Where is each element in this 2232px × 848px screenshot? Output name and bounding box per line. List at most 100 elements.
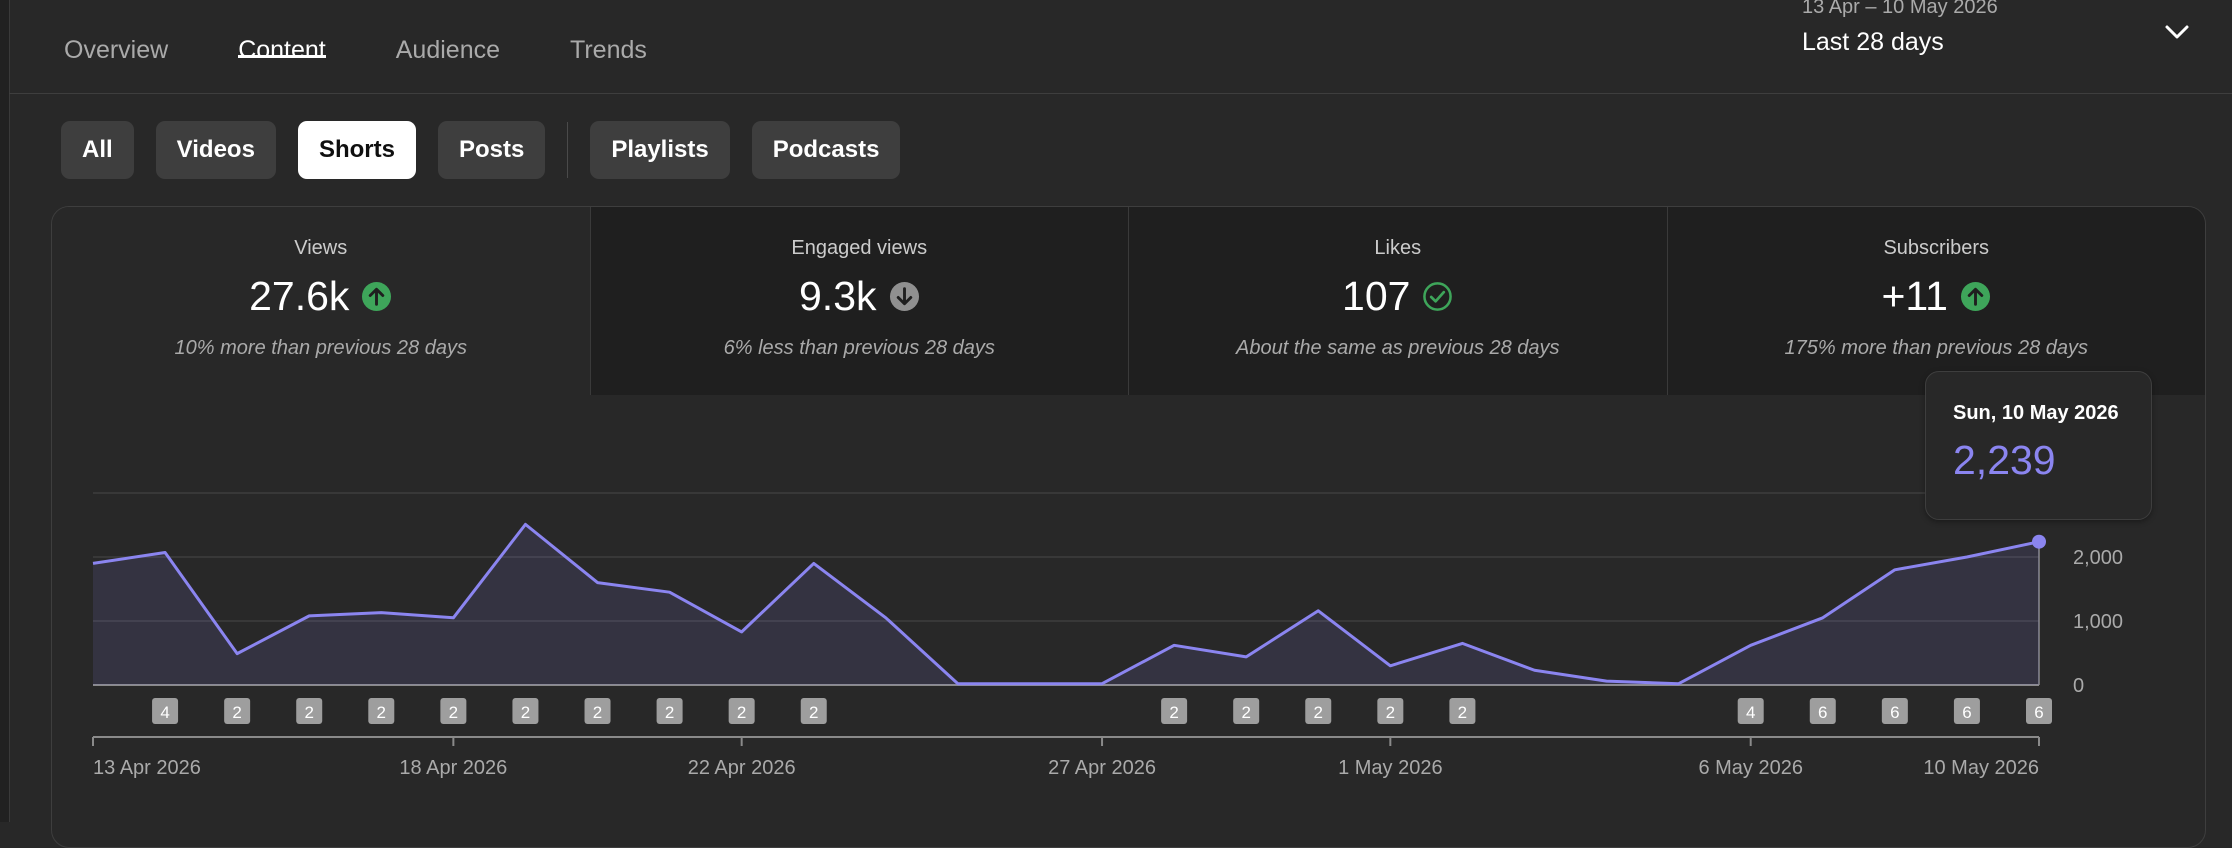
data-point [521, 520, 529, 528]
metric-comparison: 6% less than previous 28 days [723, 337, 995, 359]
data-point [233, 650, 241, 658]
metric-comparison: 10% more than previous 28 days [174, 337, 467, 359]
x-tick-label: 22 Apr 2026 [688, 757, 796, 779]
data-point [1675, 680, 1683, 688]
badge-label: 4 [1746, 703, 1755, 722]
data-point [1891, 566, 1899, 574]
chip-shorts[interactable]: Shorts [297, 121, 416, 179]
y-tick-label: 2,000 [2073, 547, 2123, 569]
content-type-filter: All Videos Shorts Posts Playlists Podcas… [61, 121, 922, 179]
badge-label: 2 [737, 703, 746, 722]
metric-label: Engaged views [791, 237, 928, 259]
chip-all[interactable]: All [61, 121, 134, 179]
chip-posts[interactable]: Posts [437, 121, 546, 179]
badge-label: 6 [1818, 703, 1827, 722]
arrow-up-icon [1960, 281, 1991, 312]
metric-value: 107 [1342, 273, 1411, 319]
upload-count-badge [224, 698, 251, 724]
upload-count-badge [2026, 698, 2052, 724]
metric-subscribers[interactable]: Subscribers +11 175% more than previous … [1666, 207, 2205, 395]
data-point [1819, 614, 1827, 622]
arrow-down-icon [889, 281, 919, 312]
badge-label: 2 [1241, 703, 1250, 722]
upload-count-badge [728, 698, 755, 724]
badge-label: 2 [665, 703, 674, 722]
data-point [449, 614, 457, 622]
badge-label: 4 [160, 703, 169, 722]
data-point [1530, 666, 1538, 674]
analytics-card: Views 27.6k 10% more than previous 28 da… [51, 206, 2206, 848]
date-range-picker[interactable]: 13 Apr – 10 May 2026 Last 28 days [1802, 0, 2189, 80]
badge-label: 2 [593, 703, 602, 722]
data-point [1963, 553, 1971, 561]
x-tick-label: 6 May 2026 [1698, 757, 1803, 779]
y-tick-label: 1,000 [2073, 611, 2123, 633]
data-point [1747, 641, 1755, 649]
data-point [1386, 662, 1394, 670]
x-tick-label: 18 Apr 2026 [399, 757, 507, 779]
tab-content[interactable]: Content [238, 0, 326, 64]
chip-separator [567, 122, 569, 178]
badge-label: 2 [1458, 703, 1467, 722]
data-point [1026, 680, 1034, 688]
upload-count-badge [1161, 698, 1188, 724]
metric-value: 27.6k [249, 273, 350, 319]
tab-bar: Overview Content Audience Trends [64, 0, 717, 94]
tab-overview[interactable]: Overview [64, 36, 169, 64]
metric-engaged-views[interactable]: Engaged views 9.3k 6% less than previous… [589, 207, 1128, 395]
upload-count-badge [800, 698, 827, 724]
metric-views[interactable]: Views 27.6k 10% more than previous 28 da… [52, 207, 590, 395]
upload-count-badge [1305, 698, 1332, 724]
upload-count-badge [368, 698, 395, 724]
tab-divider [9, 93, 2232, 94]
chart-tooltip: Sun, 10 May 2026 2,239 [1925, 371, 2152, 520]
data-point [594, 579, 602, 587]
upload-count-badge [1737, 698, 1764, 724]
chip-podcasts[interactable]: Podcasts [751, 121, 901, 179]
arrow-up-icon [362, 281, 392, 312]
check-circle-icon [1423, 282, 1453, 311]
tooltip-value: 2,239 [1953, 437, 2056, 483]
tab-audience[interactable]: Audience [395, 36, 500, 64]
badge-label: 2 [449, 703, 458, 722]
badge-label: 2 [521, 703, 530, 722]
data-point [377, 609, 385, 617]
upload-count-badge [152, 698, 179, 724]
badge-label: 6 [1962, 703, 1971, 722]
badge-label: 2 [377, 703, 386, 722]
upload-count-badge [296, 698, 323, 724]
upload-count-badge [656, 698, 683, 724]
series-line-views [92, 522, 2040, 686]
data-point [1242, 653, 1250, 661]
data-point [738, 628, 746, 636]
x-tick-label: 13 Apr 2026 [93, 757, 201, 779]
metric-comparison: About the same as previous 28 days [1235, 337, 1560, 359]
y-tick-label: 0 [2073, 675, 2084, 697]
badge-label: 2 [809, 703, 818, 722]
data-point [305, 612, 313, 620]
data-point [1603, 677, 1611, 685]
metric-comparison: 175% more than previous 28 days [1784, 337, 2088, 359]
data-point [1170, 641, 1178, 649]
data-point [954, 680, 962, 688]
data-point [810, 559, 818, 567]
upload-count-badge [512, 698, 539, 724]
metric-label: Views [294, 237, 348, 259]
left-rail [0, 0, 10, 822]
upload-count-badge [1881, 698, 1908, 724]
chip-videos[interactable]: Videos [155, 121, 276, 179]
metric-tabs: Views 27.6k 10% more than previous 28 da… [52, 207, 2205, 395]
data-point [89, 559, 97, 567]
badge-label: 2 [1314, 703, 1323, 722]
upload-count-badge [1377, 698, 1404, 724]
chevron-down-icon[interactable] [2162, 17, 2192, 47]
date-range-label: Last 28 days [1802, 28, 1944, 56]
upload-count-badge [584, 698, 611, 724]
metric-label: Likes [1374, 237, 1422, 259]
views-chart[interactable]: 0 1,000 2,000 4 2 2 2 2 2 2 2 2 2 2 2 2 2 2 4 6 6 6 6 13 Apr 20… [0, 0, 2232, 822]
metric-likes[interactable]: Likes 107 About the same as previous 28 … [1128, 207, 1667, 395]
chip-playlists[interactable]: Playlists [590, 121, 730, 179]
badge-label: 2 [232, 703, 241, 722]
tab-trends[interactable]: Trends [570, 36, 647, 64]
upload-count-badge [1449, 698, 1476, 724]
